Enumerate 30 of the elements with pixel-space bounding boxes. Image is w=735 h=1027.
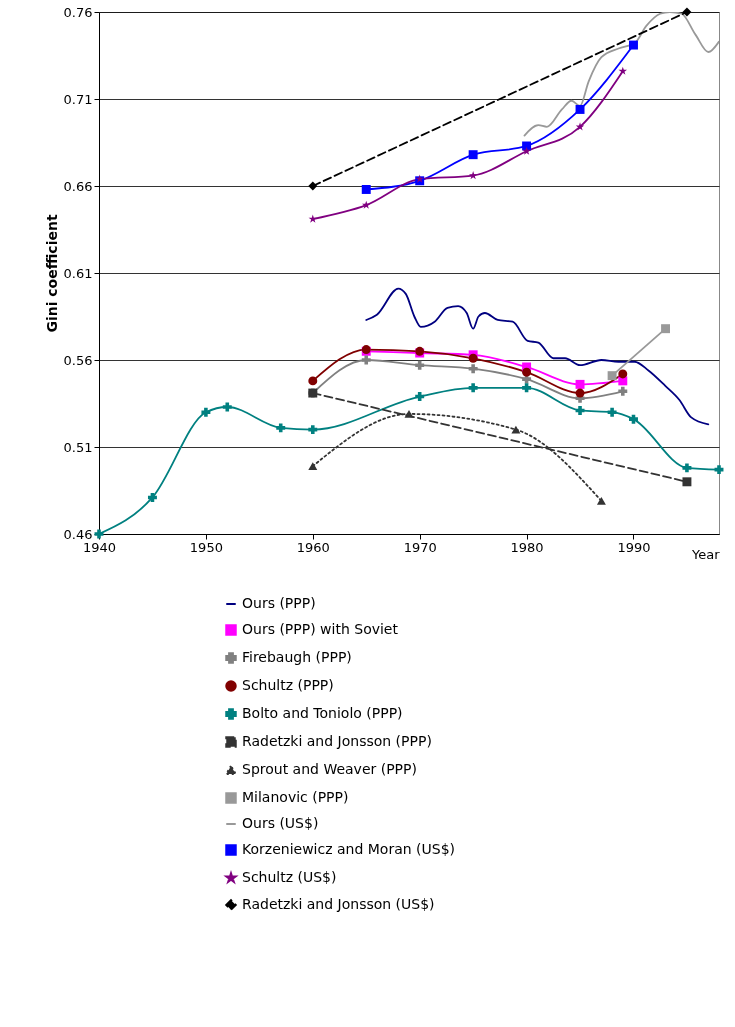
line-series: [365, 287, 710, 426]
x-tick-label: 1940: [82, 539, 117, 555]
y-tick-label: 0.66: [63, 178, 93, 194]
point: [682, 7, 692, 17]
legend-label: Bolto and Toniolo (PPP): [242, 705, 403, 721]
y-tick-label: 0.56: [63, 352, 93, 368]
y-tick-label: 0.76: [63, 4, 93, 20]
x-axis-title: Year: [690, 546, 721, 562]
y-tick-label: 0.46: [63, 526, 93, 542]
y-tick-label: 0.71: [63, 91, 93, 107]
legend-label: Ours (PPP): [242, 595, 316, 611]
y-tick-label: 0.61: [63, 265, 93, 281]
x-tick-label: 1960: [296, 539, 330, 555]
x-tick-label: 1950: [189, 539, 223, 555]
y-tick-label: 0.51: [63, 439, 93, 455]
legend-label: Ours (US$): [242, 815, 319, 831]
legend-label: Ours (PPP) with Soviet: [242, 621, 399, 637]
legend-label: Sprout and Weaver (PPP): [242, 761, 417, 777]
x-tick-label: 1970: [403, 539, 437, 555]
legend-label: Schultz (PPP): [242, 677, 334, 693]
legend-label: Radetzki and Jonsson (PPP): [242, 733, 432, 749]
legend-label: Korzeniewicz and Moran (US$): [242, 841, 456, 857]
y-axis-title: Gini coefficient: [43, 214, 60, 333]
legend-label: Firebaugh (PPP): [242, 649, 352, 665]
x-tick-label: 1990: [617, 539, 651, 555]
legend-label: Milanovic (PPP): [242, 789, 349, 805]
x-tick-label: 1980: [510, 539, 544, 555]
legend-label: Radetzki and Jonsson (US$): [242, 896, 435, 912]
legend-label: Schultz (US$): [242, 869, 337, 885]
point: [714, 465, 724, 475]
